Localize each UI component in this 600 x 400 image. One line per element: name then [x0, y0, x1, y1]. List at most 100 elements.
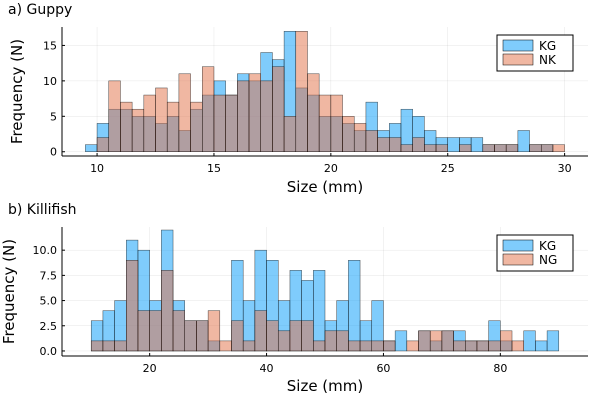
bar-nk-13.5	[178, 73, 191, 152]
bar-ng-38	[254, 310, 267, 352]
y-axis-label: Frequency (N)	[0, 239, 18, 344]
bar-ng-36	[242, 340, 256, 352]
x-tick-label: 40	[260, 362, 274, 375]
x-tick-label: 15	[207, 162, 221, 175]
bar-nk-10.5	[108, 80, 121, 152]
bar-nk-20.5	[342, 116, 355, 152]
bar-ng-18	[137, 310, 150, 352]
bar-nk-19	[307, 73, 320, 152]
bar-ng-32	[219, 340, 232, 352]
bar-nk-12	[143, 94, 156, 152]
bar-nk-26.5	[482, 144, 495, 152]
bar-kg-54	[348, 260, 361, 352]
bar-ng-50	[324, 330, 337, 352]
panel-title: a) Guppy	[8, 2, 72, 18]
bar-nk-27	[494, 144, 507, 152]
bar-ng-64	[406, 340, 419, 352]
bar-nk-21	[353, 123, 367, 152]
bar-ng-40	[266, 320, 279, 352]
bar-ng-82	[511, 340, 524, 352]
bar-nk-11.5	[131, 108, 145, 152]
bar-nk-22.5	[389, 137, 402, 152]
bar-kg-86	[535, 340, 548, 352]
bar-nk-29.5	[552, 144, 565, 152]
x-tick-label: 80	[493, 362, 507, 375]
bar-nk-15	[213, 94, 226, 152]
bar-kg-25	[447, 137, 460, 152]
bar-ng-24	[172, 310, 185, 352]
bar-nk-23	[400, 144, 413, 152]
bar-ng-26	[184, 320, 197, 352]
bar-ng-14	[114, 340, 127, 352]
bar-ng-72	[453, 340, 466, 352]
bar-nk-24.5	[435, 144, 448, 152]
x-tick-label: 25	[441, 162, 455, 175]
bar-ng-12	[102, 340, 115, 352]
y-tick-label: 0.0	[40, 345, 58, 358]
bar-ng-78	[488, 340, 501, 352]
bar-ng-80	[500, 330, 513, 352]
y-tick-label: 5.0	[40, 295, 58, 308]
bar-ng-52	[336, 330, 349, 352]
bar-kg-9.5	[85, 144, 98, 152]
legend-swatch-nk	[502, 53, 534, 66]
bar-nk-20	[330, 94, 343, 152]
bar-kg-28	[517, 130, 530, 152]
x-tick-label: 20	[324, 162, 338, 175]
bar-nk-27.5	[505, 144, 519, 152]
y-tick-label: 2.5	[40, 320, 58, 333]
x-tick-label: 60	[376, 362, 390, 375]
bar-ng-68	[429, 330, 443, 352]
chart-panel-1: 10 15 20 25 30 0 5 10 15 a) Guppy Size (mm) Frequen…	[8, 2, 588, 196]
bar-kg-48	[313, 270, 326, 352]
y-tick-label: 5	[50, 110, 57, 123]
bar-ng-76	[476, 340, 489, 352]
bar-nk-18	[283, 116, 297, 152]
bar-nk-19.5	[318, 94, 332, 152]
bar-ng-46	[301, 320, 314, 352]
bar-kg-26	[470, 137, 484, 152]
legend-label-nk: NK	[539, 53, 557, 67]
bar-kg-62	[394, 330, 408, 352]
bar-nk-14.5	[202, 66, 215, 152]
x-tick-label: 20	[143, 362, 157, 375]
bar-ng-44	[289, 320, 302, 352]
legend-label-ng: NG	[539, 253, 557, 267]
panel-title: b) Killifish	[8, 202, 77, 218]
bar-ng-70	[441, 330, 454, 352]
bar-nk-10	[96, 137, 110, 152]
legend-label-kg: KG	[539, 39, 556, 53]
bar-nk-28.5	[529, 144, 542, 152]
bar-ng-16	[126, 260, 139, 352]
y-tick-label: 10.0	[33, 244, 58, 257]
bar-nk-17.5	[272, 66, 285, 152]
y-tick-label: 15	[43, 39, 57, 52]
bar-nk-18.5	[295, 31, 308, 152]
bar-ng-66	[418, 330, 431, 352]
bar-ng-74	[465, 340, 478, 352]
bar-nk-29	[540, 144, 554, 152]
bar-ng-56	[359, 340, 373, 352]
legend-label-kg: KG	[539, 239, 556, 253]
y-tick-label: 10	[43, 75, 57, 88]
bar-nk-15.5	[225, 94, 238, 152]
bar-ng-22	[161, 270, 174, 352]
bar-nk-17	[260, 80, 273, 152]
bar-ng-48	[313, 340, 326, 352]
bar-ng-42	[277, 330, 291, 352]
bar-nk-11	[120, 101, 133, 152]
bar-nk-12.5	[155, 87, 168, 152]
bar-nk-23.5	[412, 137, 425, 152]
x-tick-label: 10	[90, 162, 104, 175]
bar-ng-34	[231, 320, 244, 352]
bar-ng-60	[383, 340, 396, 352]
chart-panel-2: 20 40 60 80 0.0 2.5 5.0 7.5 10.0 b) Killifish Size…	[0, 202, 588, 395]
bar-nk-14	[190, 101, 203, 152]
bar-nk-22	[377, 137, 390, 152]
legend-swatch-kg	[502, 239, 534, 252]
bar-nk-25.5	[459, 144, 472, 152]
x-axis-label: Size (mm)	[287, 178, 364, 196]
